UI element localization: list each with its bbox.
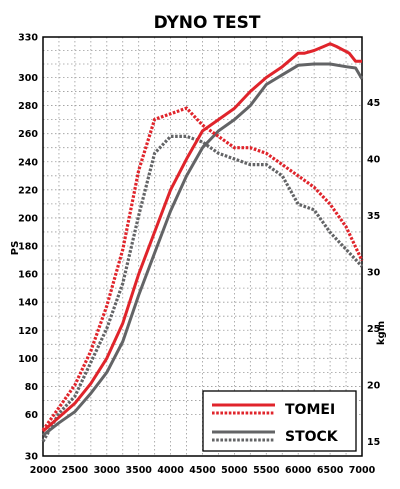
y-right-tick-label: 40 (367, 155, 381, 166)
y-right-tick-label: 15 (367, 437, 380, 448)
plot-frame (42, 36, 363, 457)
y-left-tick-label: 220 (18, 185, 38, 196)
x-tick-label: 4000 (157, 465, 184, 476)
y-left-tick-label: 200 (18, 213, 38, 224)
y-left-tick-label: 180 (18, 242, 38, 253)
x-tick-label: 4500 (189, 465, 216, 476)
x-tick-label: 5500 (253, 465, 280, 476)
y-left-tick-label: 300 (18, 73, 38, 84)
y-left-tick-label: 330 (18, 33, 38, 44)
y-left-tick-label: 140 (18, 298, 38, 309)
legend-box (202, 390, 357, 452)
tomei-power-line (42, 42, 362, 433)
y-left-tick-label: 30 (25, 452, 39, 463)
series-layer (41, 42, 364, 443)
legend: TOMEI STOCK (202, 390, 357, 452)
y-axis-label-right: kgm (376, 321, 387, 345)
y-left-tick-label: 260 (18, 129, 38, 140)
y-right-tick-label: 35 (367, 211, 380, 222)
y-right-tick-label: 45 (367, 98, 380, 109)
stock-power-line (42, 62, 364, 437)
y-left-tick-label: 280 (18, 101, 38, 112)
y-left-tick-label: 80 (25, 382, 39, 393)
x-tick-label: 7000 (349, 465, 376, 476)
x-tick-label: 2500 (62, 465, 89, 476)
legend-label: STOCK (285, 429, 339, 445)
y-right-tick-label: 30 (367, 268, 381, 279)
y-left-tick-label: 160 (18, 270, 38, 281)
y-right-tick-label: 25 (367, 324, 380, 335)
x-tick-label: 6500 (317, 465, 344, 476)
x-tick-label: 3000 (94, 465, 121, 476)
plot-border (42, 36, 363, 457)
x-tick-label: 5000 (221, 465, 248, 476)
y-left-tick-label: 240 (18, 157, 38, 168)
tick-labels: 2000 2500 3000 3500 4000 4500 5000 5500 6000 6500… (18, 33, 380, 477)
y-left-tick-label: 100 (18, 354, 38, 365)
y-left-tick-label: 60 (25, 410, 39, 421)
x-tick-label: 3500 (125, 465, 152, 476)
y-left-tick-label: 120 (18, 326, 38, 337)
y-axis-label-left: PS (10, 241, 21, 256)
x-tick-label: 6000 (285, 465, 312, 476)
stock-torque-line (41, 134, 364, 443)
tomei-torque-line (41, 106, 364, 432)
legend-label: TOMEI (285, 402, 335, 418)
x-tick-label: 2000 (30, 465, 57, 476)
y-right-tick-label: 20 (367, 381, 381, 392)
chart-title: DYNO TEST (154, 13, 261, 33)
